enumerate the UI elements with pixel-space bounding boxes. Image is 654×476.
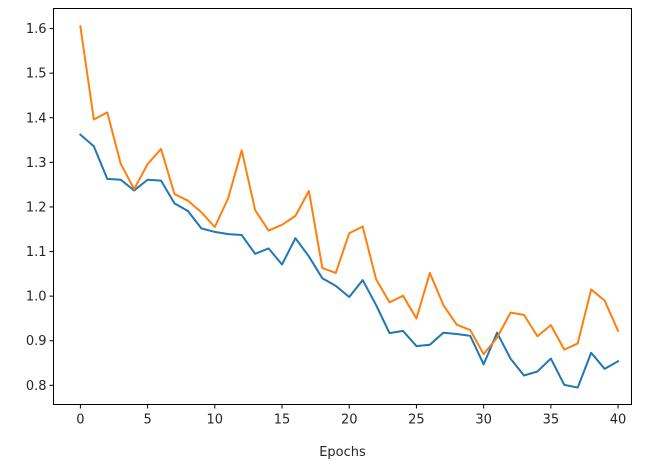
x-tick-label: 5 [143, 413, 151, 428]
series-line-1 [78, 133, 620, 389]
plot-frame [53, 8, 632, 405]
x-axis-ticks: 0 5 10 15 20 25 30 35 40 [76, 404, 627, 428]
y-tick-label: 1.0 [26, 290, 47, 305]
x-tick-label: 30 [475, 413, 492, 428]
y-tick-label: 1.2 [26, 200, 47, 215]
x-tick-label: 15 [274, 413, 291, 428]
x-axis-label: Epochs [319, 445, 366, 460]
y-axis-ticks: 0.8 0.9 1.0 1.1 1.2 1.3 1.4 1.5 1.6 [26, 22, 54, 394]
x-tick-label: 25 [408, 413, 425, 428]
y-tick-label: 1.3 [26, 156, 47, 171]
y-tick-label: 1.4 [26, 111, 47, 126]
x-tick-label: 20 [341, 413, 358, 428]
x-tick-label: 35 [543, 413, 560, 428]
y-tick-label: 1.6 [26, 22, 47, 37]
y-tick-label: 1.1 [26, 245, 47, 260]
y-tick-label: 1.5 [26, 67, 47, 82]
y-tick-label: 0.8 [26, 379, 47, 394]
y-tick-label: 0.9 [26, 334, 47, 349]
x-tick-label: 10 [207, 413, 224, 428]
series-layer [78, 25, 620, 389]
x-tick-label: 0 [76, 413, 84, 428]
x-tick-label: 40 [610, 413, 627, 428]
series-line-2 [79, 25, 620, 356]
